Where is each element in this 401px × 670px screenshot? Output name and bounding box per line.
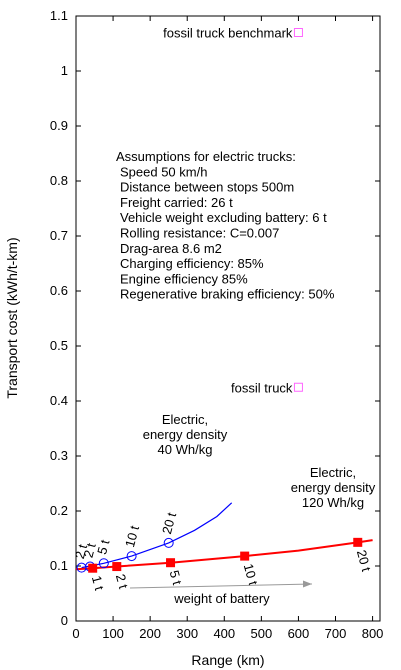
- fossil-marker: [293, 382, 303, 392]
- assumptions-line: Rolling resistance: C=0.007: [120, 226, 279, 241]
- marker-120whkg: [240, 551, 250, 561]
- x-tick-label: 500: [251, 626, 273, 641]
- fossil-marker: [293, 28, 303, 37]
- assumptions-line: Charging efficiency: 85%: [120, 256, 264, 271]
- x-tick-label: 400: [213, 626, 235, 641]
- point-label-40whkg: 5 t: [94, 538, 112, 556]
- marker-120whkg: [112, 562, 122, 572]
- weight-arrow-head: [303, 580, 312, 588]
- x-tick-label: 600: [288, 626, 310, 641]
- point-label-120whkg: 1 t: [89, 574, 107, 592]
- y-tick-label: 0.1: [50, 558, 68, 573]
- point-label-40whkg: 10 t: [122, 524, 142, 549]
- assumptions-line: Assumptions for electric trucks:: [116, 149, 296, 164]
- marker-120whkg: [166, 558, 176, 568]
- e40-label-line: energy density: [143, 427, 228, 442]
- y-tick-label: 0.7: [50, 228, 68, 243]
- e120-label-line: 120 Wh/kg: [302, 495, 364, 510]
- y-axis-label: Transport cost (kWh/t-km): [4, 237, 20, 398]
- axis-ticks: 0 100 200 300 400 500 600 700 800 0 0.1 0.2 0.3 0.4 0.…: [50, 8, 384, 641]
- e120-label-line: Electric,: [310, 465, 356, 480]
- assumptions-line: Regenerative braking efficiency: 50%: [120, 287, 335, 302]
- assumptions-line: Speed 50 km/h: [120, 164, 207, 179]
- marker-120whkg: [88, 563, 98, 573]
- assumptions-text: Assumptions for electric trucks: Speed 50…: [116, 149, 335, 302]
- assumptions-line: Drag-area 8.6 m2: [120, 241, 222, 256]
- point-label-120whkg: 2 t: [113, 572, 131, 590]
- y-tick-label: 0: [61, 613, 68, 628]
- weight-arrow-label: weight of battery: [173, 591, 270, 606]
- marker-40whkg: [76, 562, 87, 573]
- assumptions-line: Engine efficiency 85%: [120, 271, 248, 286]
- series-curves: [75, 502, 373, 571]
- y-tick-label: 0.4: [50, 393, 68, 408]
- assumptions-line: Distance between stops 500m: [120, 180, 294, 195]
- x-tick-label: 100: [102, 626, 124, 641]
- e40-label: Electric, energy density 40 Wh/kg: [143, 412, 228, 457]
- marker-40whkg: [126, 551, 137, 562]
- fossil-benchmark-label: fossil truck benchmark: [163, 26, 293, 41]
- marker-120whkg: [353, 537, 363, 547]
- e40-label-line: 40 Wh/kg: [158, 442, 213, 457]
- point-label-120whkg: 20 t: [354, 548, 374, 573]
- annotations: fossil truck benchmark fossil truck Electr…: [116, 26, 376, 607]
- marker-40whkg: [163, 537, 174, 548]
- assumptions-line: Freight carried: 26 t: [120, 195, 233, 210]
- point-label-120whkg: 10 t: [241, 562, 261, 587]
- marker-40whkg: [98, 558, 109, 569]
- point-label-40whkg: 2 t: [80, 541, 98, 559]
- x-tick-label: 700: [325, 626, 347, 641]
- y-tick-label: 0.2: [50, 503, 68, 518]
- point-label-40whkg: 2 t: [72, 542, 90, 560]
- weight-arrow-line: [129, 583, 313, 589]
- y-tick-label: 0.3: [50, 448, 68, 463]
- y-tick-label: 0.5: [50, 338, 68, 353]
- e120-label-line: energy density: [291, 480, 376, 495]
- e120-label: Electric, energy density 120 Wh/kg: [291, 465, 376, 510]
- e40-label-line: Electric,: [162, 412, 208, 427]
- point-label-120whkg: 5 t: [167, 569, 185, 587]
- point-label-40whkg: 20 t: [159, 510, 179, 535]
- y-tick-label: 1.1: [50, 8, 68, 23]
- y-tick-label: 0.8: [50, 173, 68, 188]
- y-tick-label: 1: [61, 63, 68, 78]
- fossil-label: fossil truck: [231, 380, 293, 395]
- assumptions-line: Vehicle weight excluding battery: 6 t: [120, 210, 327, 225]
- plot-frame: [75, 15, 381, 622]
- series-markers: [76, 28, 363, 573]
- x-tick-label: 200: [139, 626, 161, 641]
- y-tick-label: 0.6: [50, 283, 68, 298]
- y-tick-label: 0.9: [50, 118, 68, 133]
- x-axis-label: Range (km): [191, 652, 264, 668]
- x-tick-label: 0: [72, 626, 79, 641]
- x-tick-label: 300: [176, 626, 198, 641]
- x-tick-label: 800: [362, 626, 384, 641]
- series-line-40whkg: [81, 502, 233, 569]
